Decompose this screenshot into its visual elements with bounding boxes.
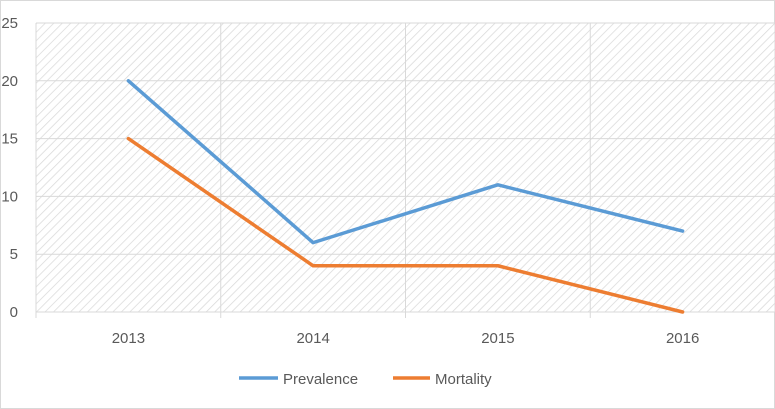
x-tick-label: 2015 <box>481 330 514 347</box>
legend-label-mortality: Mortality <box>435 371 492 388</box>
axes: 0 5 10 15 20 25 2013 2014 2015 2016 <box>1 15 775 347</box>
series-line-mortality <box>126 136 685 314</box>
x-tick-label: 2016 <box>666 330 699 347</box>
series <box>126 79 685 314</box>
y-tick-label: 15 <box>1 131 18 148</box>
legend-label-prevalence: Prevalence <box>283 371 358 388</box>
y-tick-label: 25 <box>1 15 18 32</box>
y-tick-label: 5 <box>10 246 18 263</box>
y-tick-label: 0 <box>10 304 18 321</box>
y-tick-label: 10 <box>1 188 18 205</box>
x-tick-label: 2014 <box>296 330 329 347</box>
series-line-prevalence <box>126 79 685 245</box>
legend: Prevalence Mortality <box>239 371 492 388</box>
x-tick-label: 2013 <box>112 330 145 347</box>
gridlines <box>35 22 775 318</box>
y-tick-label: 20 <box>1 73 18 90</box>
